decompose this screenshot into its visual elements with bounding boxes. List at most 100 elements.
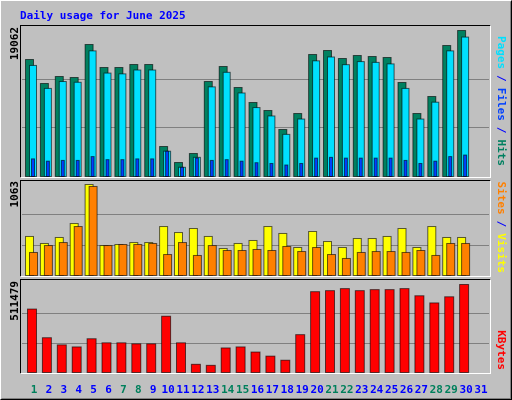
- bar: [403, 159, 408, 178]
- bar: [27, 308, 37, 374]
- bar: [386, 251, 396, 277]
- bar: [459, 284, 470, 373]
- bar: [295, 334, 306, 373]
- bar: [327, 254, 336, 276]
- x-tick-label: 6: [105, 383, 112, 396]
- panel-edge-dark: [20, 279, 491, 374]
- bar: [325, 290, 335, 373]
- legend: Sites / Visits: [495, 182, 508, 274]
- bar: [163, 254, 173, 276]
- bar: [314, 157, 319, 177]
- bar: [131, 343, 142, 374]
- legend-entry: Sites: [495, 182, 508, 215]
- bar: [329, 156, 333, 178]
- bar: [388, 157, 393, 177]
- legend-separator: /: [495, 127, 508, 134]
- x-tick-label: 25: [385, 383, 398, 396]
- legend-entry: Pages: [495, 36, 508, 69]
- bar: [133, 244, 143, 276]
- x-tick-label: 3: [60, 383, 67, 396]
- bar: [41, 337, 52, 373]
- bar: [135, 158, 140, 178]
- x-tick-label: 21: [325, 383, 339, 396]
- x-tick-label: 5: [90, 383, 97, 396]
- bar: [43, 245, 53, 276]
- bar: [86, 338, 97, 374]
- bar: [369, 289, 380, 374]
- x-tick-label: 17: [266, 383, 279, 396]
- legend-entry: Hits: [495, 140, 508, 167]
- x-tick-label: 24: [370, 383, 384, 396]
- y-tick-label: 19062: [8, 27, 21, 60]
- bar: [150, 158, 155, 178]
- bar: [192, 254, 202, 277]
- bar: [399, 288, 410, 373]
- bar: [429, 302, 440, 373]
- bar: [58, 242, 68, 277]
- bar: [433, 160, 438, 177]
- bar: [88, 185, 98, 276]
- bar: [90, 156, 95, 177]
- panel-edge-light: [20, 180, 491, 277]
- y-tick-label: 511479: [8, 281, 21, 321]
- x-tick-label: 22: [340, 383, 353, 396]
- legend-entry: KBytes: [495, 330, 508, 370]
- bar: [252, 248, 262, 276]
- x-tick-label: 19: [296, 383, 309, 396]
- bar: [418, 162, 423, 177]
- bar: [31, 158, 35, 178]
- x-tick-label: 11: [176, 383, 190, 396]
- bar: [220, 347, 231, 374]
- y-tick-label: 1063: [8, 181, 21, 208]
- bar: [235, 346, 246, 373]
- bar: [461, 242, 471, 276]
- x-tick-label: 29: [445, 383, 458, 396]
- x-tick-label: 16: [251, 383, 265, 396]
- x-tick-label: 4: [75, 383, 82, 396]
- bar: [209, 159, 214, 178]
- x-tick-label: 8: [135, 383, 142, 396]
- bar: [120, 159, 125, 177]
- bar: [118, 244, 128, 276]
- bar: [71, 346, 82, 373]
- bar: [416, 250, 426, 276]
- x-tick-label: 20: [310, 383, 323, 396]
- panel-edge-dark: [20, 25, 491, 178]
- x-tick-label: 15: [236, 383, 249, 396]
- bar: [103, 245, 113, 276]
- bar: [237, 250, 247, 276]
- bar: [280, 359, 291, 373]
- chart-title: Daily usage for June 2025: [20, 9, 186, 22]
- x-tick-label: 10: [161, 383, 174, 396]
- bar: [176, 342, 186, 373]
- legend-entry: Files: [495, 88, 508, 121]
- bar: [148, 242, 158, 276]
- bar: [299, 162, 304, 177]
- legend: Pages / Files / Hits: [495, 36, 508, 166]
- bar: [265, 355, 276, 373]
- bar: [75, 159, 80, 178]
- bar: [431, 254, 441, 277]
- x-tick-label: 14: [221, 383, 235, 396]
- bar: [414, 295, 425, 373]
- x-tick-label: 9: [150, 383, 157, 396]
- legend: KBytes: [495, 330, 508, 370]
- bar: [282, 245, 292, 277]
- bar: [205, 364, 216, 374]
- bar: [254, 162, 259, 178]
- bar: [310, 291, 321, 374]
- bar: [269, 162, 274, 177]
- bar: [105, 159, 110, 177]
- bar: [45, 160, 50, 177]
- bar: [446, 242, 456, 276]
- bar: [267, 250, 277, 276]
- bar: [222, 250, 232, 276]
- bar: [180, 166, 184, 178]
- bar: [384, 289, 395, 374]
- panel-edge-light: [20, 279, 491, 374]
- bar: [239, 160, 244, 177]
- bar: [373, 157, 378, 177]
